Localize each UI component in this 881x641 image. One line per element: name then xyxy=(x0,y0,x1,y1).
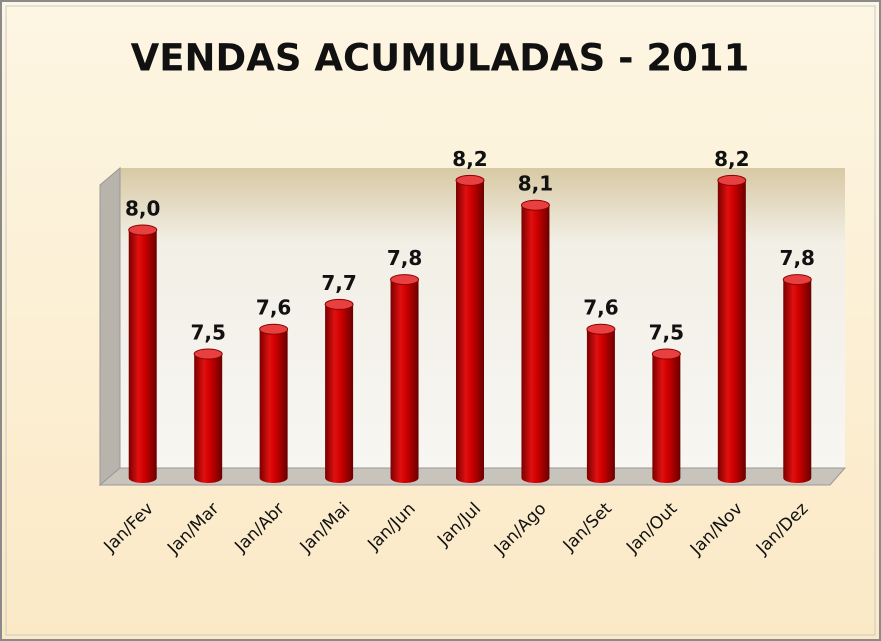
data-label: 7,5 xyxy=(190,321,225,345)
data-label: 7,8 xyxy=(387,246,422,270)
bar-cap xyxy=(193,348,223,360)
bar xyxy=(520,199,550,483)
chart-title: VENDAS ACUMULADAS - 2011 xyxy=(131,37,750,80)
data-label: 8,2 xyxy=(452,147,487,171)
inner-border xyxy=(5,5,876,636)
bar-body xyxy=(521,205,550,483)
data-label: 8,0 xyxy=(125,197,160,221)
bar xyxy=(128,224,158,483)
data-label: 7,7 xyxy=(321,271,356,295)
bar-body xyxy=(194,354,223,483)
bar-body xyxy=(128,230,157,483)
bar xyxy=(782,274,812,483)
bar-body xyxy=(717,180,746,483)
bar xyxy=(455,174,485,483)
bar-cap xyxy=(717,174,747,186)
bar-cap xyxy=(324,298,354,310)
bar xyxy=(651,348,681,483)
bar-body xyxy=(456,180,484,483)
data-label: 7,8 xyxy=(780,246,815,270)
data-label: 7,6 xyxy=(583,296,618,320)
bar xyxy=(586,323,616,483)
bar-body xyxy=(390,279,419,483)
bar-cap xyxy=(390,274,420,286)
data-label: 8,2 xyxy=(714,147,749,171)
bar xyxy=(259,323,289,483)
bar-cap xyxy=(128,224,158,236)
bar-cap xyxy=(520,199,550,211)
bar-body xyxy=(783,279,812,483)
data-label: 7,6 xyxy=(256,296,291,320)
bar-cap xyxy=(259,323,289,335)
bar xyxy=(717,174,747,483)
bar xyxy=(390,274,420,483)
bar-body xyxy=(652,354,681,483)
bar-cap xyxy=(586,323,616,335)
bar-body xyxy=(586,329,615,483)
bar-body xyxy=(259,329,288,483)
side-wall xyxy=(99,166,121,487)
data-label: 8,1 xyxy=(518,172,553,196)
bar-cap xyxy=(455,174,485,186)
bar-cap xyxy=(651,348,681,360)
bar xyxy=(324,298,354,483)
bar-cap xyxy=(782,274,812,286)
bar xyxy=(193,348,223,483)
data-label: 7,5 xyxy=(649,321,684,345)
bar-body xyxy=(325,304,354,483)
